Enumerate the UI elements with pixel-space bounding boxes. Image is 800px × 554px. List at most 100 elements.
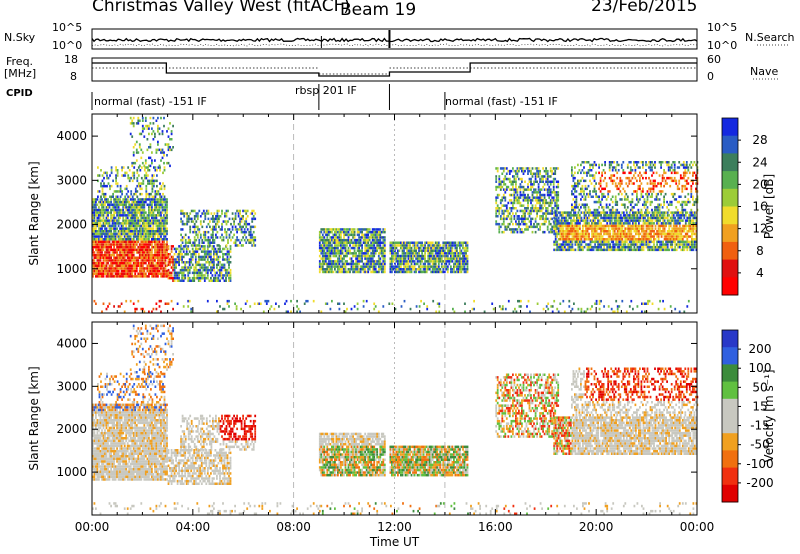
- power-cell: [427, 260, 430, 263]
- power-cell: [332, 270, 335, 274]
- power-cell: [518, 177, 520, 181]
- power-cell: [102, 259, 105, 262]
- power-cell: [132, 219, 135, 222]
- power-cell: [135, 222, 138, 225]
- power-cell: [340, 257, 342, 260]
- power-cell: [120, 203, 123, 206]
- power-cell: [145, 171, 148, 175]
- power-cell: [116, 222, 118, 225]
- power-cell: [141, 211, 144, 214]
- power-cell: [592, 216, 595, 220]
- power-cell: [206, 250, 209, 253]
- power-cell: [624, 243, 627, 246]
- power-cell: [95, 269, 97, 273]
- power-cell: [137, 151, 140, 154]
- power-cell: [391, 268, 393, 271]
- power-cell: [159, 169, 161, 172]
- power-cell: [114, 238, 117, 241]
- power-cell: [218, 225, 220, 229]
- power-cell: [98, 200, 100, 204]
- power-cell: [110, 166, 113, 169]
- power-cell: [144, 248, 147, 252]
- power-cell: [418, 246, 420, 250]
- power-cell: [379, 268, 382, 271]
- power-cell: [104, 171, 107, 175]
- power-cell: [537, 185, 540, 189]
- power-cell: [434, 246, 437, 250]
- power-cell: [116, 261, 118, 265]
- power-cell: [120, 272, 123, 275]
- power-cell: [132, 200, 135, 204]
- power-cell: [145, 184, 148, 188]
- power-cell: [580, 238, 583, 241]
- power-cell: [240, 220, 243, 223]
- power-cell: [161, 248, 164, 252]
- power-cell: [163, 230, 165, 233]
- power-cell: [143, 127, 146, 130]
- power-cell: [534, 230, 537, 234]
- power-cell: [377, 268, 380, 271]
- power-cell: [556, 219, 559, 222]
- power-cell: [337, 257, 339, 260]
- power-cell: [123, 253, 126, 257]
- power-cell: [379, 238, 382, 242]
- power-cell: [117, 243, 120, 246]
- power-cell: [404, 270, 407, 274]
- power-cell: [138, 261, 141, 265]
- power-cell: [154, 192, 157, 196]
- power-cell: [158, 127, 161, 130]
- power-cell: [135, 251, 138, 254]
- power-cell: [140, 259, 143, 262]
- power-cell: [446, 257, 449, 260]
- power-cell: [122, 216, 125, 220]
- power-cell: [120, 208, 123, 212]
- power-cell: [191, 276, 194, 280]
- power-cell: [158, 253, 161, 257]
- power-cell: [440, 262, 443, 266]
- freq-unit: [MHz]: [4, 67, 37, 80]
- power-cell: [524, 217, 526, 221]
- power-cell: [126, 222, 129, 225]
- power-cell: [101, 245, 103, 249]
- power-cell: [324, 244, 327, 247]
- power-cell: [251, 212, 254, 215]
- power-cell: [98, 224, 100, 228]
- power-cell: [146, 227, 149, 230]
- power-cell: [508, 199, 511, 202]
- power-cell: [428, 257, 431, 260]
- power-cell: [120, 267, 123, 270]
- power-cell: [504, 183, 507, 186]
- power-cell: [515, 222, 517, 226]
- power-cell: [553, 248, 556, 252]
- power-cell: [146, 216, 149, 220]
- power-cell: [187, 238, 190, 242]
- power-cell: [214, 250, 217, 253]
- power-cell: [138, 269, 141, 273]
- power-cell: [155, 256, 158, 259]
- power-cell: [528, 220, 531, 223]
- power-cell: [161, 264, 164, 267]
- power-cell: [418, 265, 420, 268]
- power-cell: [157, 227, 159, 230]
- power-cell: [110, 248, 112, 252]
- power-cell: [512, 183, 514, 186]
- power-cell: [110, 219, 112, 222]
- power-cell: [215, 233, 217, 237]
- power-cell: [341, 228, 344, 231]
- power-cell: [233, 222, 235, 226]
- power-cell: [536, 169, 538, 173]
- power-cell: [376, 244, 379, 247]
- power-cell: [210, 266, 212, 269]
- power-cell: [361, 268, 363, 271]
- power-cell: [230, 222, 232, 226]
- power-cell: [116, 269, 118, 273]
- power-cell: [498, 175, 501, 178]
- power-cell: [160, 184, 163, 188]
- power-cell: [93, 227, 96, 230]
- power-cell: [450, 252, 452, 255]
- power-cell: [638, 222, 640, 225]
- power-cell: [92, 203, 94, 206]
- power-cell: [151, 232, 153, 236]
- power-cell: [516, 188, 519, 191]
- power-cell: [326, 270, 329, 274]
